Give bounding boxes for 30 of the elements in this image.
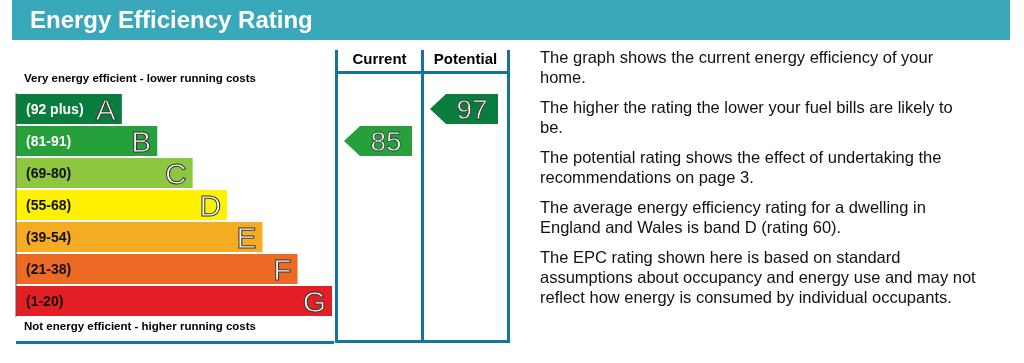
annotation: E (236, 221, 257, 254)
chart-title: Energy Efficiency Rating (12, 0, 1010, 40)
text: The potential rating shows the effect of undertaking the recommendations on page 3. (540, 147, 943, 187)
rating-arrow: 85 (344, 126, 412, 156)
annotation: A (95, 93, 116, 126)
y-tick-label: (81-91) (26, 133, 72, 149)
y-tick-label: (21-38) (26, 261, 72, 277)
bar (16, 190, 228, 220)
bar (16, 222, 263, 252)
text: Very energy efficient - lower running costs (24, 72, 256, 84)
bar (16, 254, 298, 284)
annotation: B (131, 125, 152, 158)
y-tick-label: (55-68) (26, 197, 72, 213)
rating-arrow: 97 (430, 94, 498, 124)
text: Not energy efficient - higher running costs (24, 320, 256, 332)
y-tick-label: (1-20) (26, 293, 64, 309)
text: The graph shows the current energy efficiency of your home. (540, 47, 935, 87)
y-tick-label: (92 plus) (26, 101, 84, 117)
text: Potential (432, 50, 499, 67)
annotation: D (199, 189, 222, 222)
y-tick-label: (39-54) (26, 229, 72, 245)
annotation: G (302, 285, 326, 318)
text: Current (351, 50, 408, 67)
bar (16, 286, 332, 316)
y-tick-label: (69-80) (26, 165, 72, 181)
text: The EPC rating shown here is based on standard assumptions about occupancy and energy use and may not reflect how energy is consumed by individual occupants. (540, 247, 977, 307)
annotation: C (164, 157, 187, 190)
text: The higher the rating the lower your fuel bills are likely to be. (540, 97, 954, 137)
text: The average energy efficiency rating for a dwelling in England and Wales is band D (rating 60). (540, 197, 927, 237)
annotation: F (273, 253, 292, 286)
